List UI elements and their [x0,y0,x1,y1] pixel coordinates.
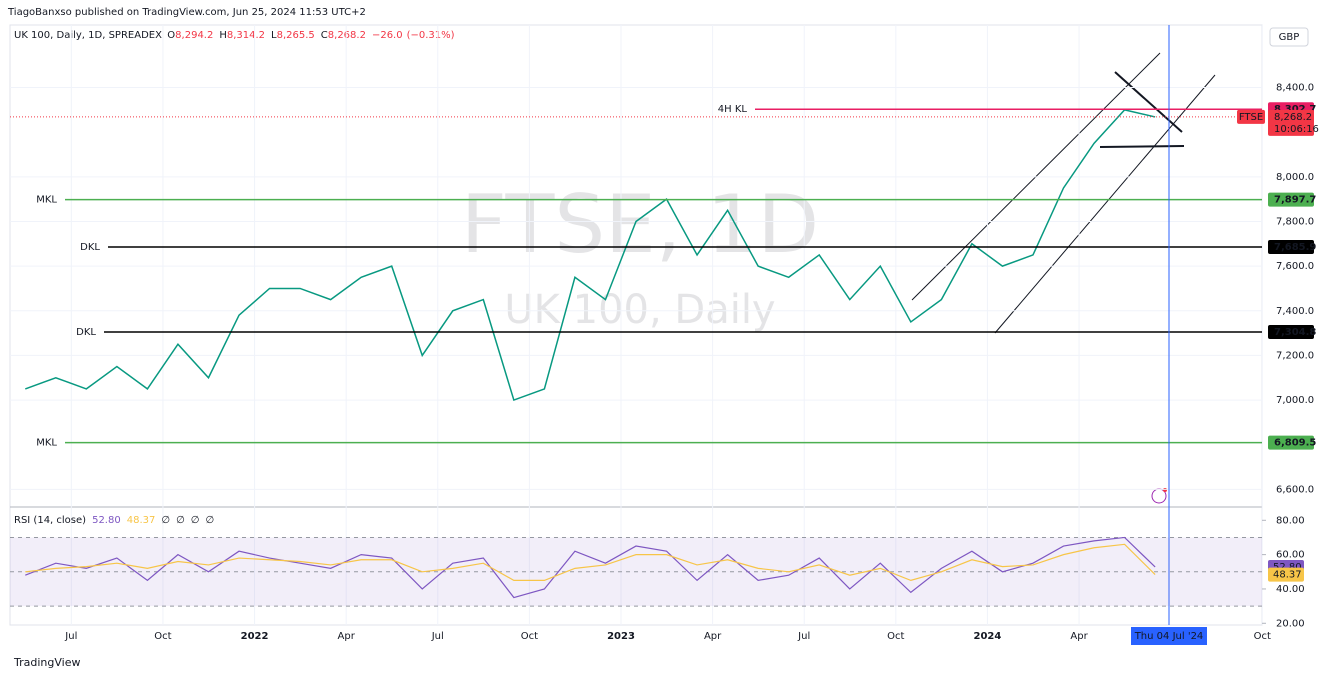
ohlc-value: 8,265.5 [277,30,315,41]
rsi-legend-value: 48.37 [127,515,156,526]
level-price: 7,304.8 [1274,327,1316,338]
x-tick-label: 2023 [607,631,635,642]
ohlc-value: 8,314.2 [227,30,265,41]
last-price-box [1268,109,1314,136]
level-name: 4H KL [718,104,748,115]
change-pct: (−0.31%) [407,30,455,41]
x-tick-label: Apr [1070,631,1088,642]
x-tick-label: Oct [887,631,904,642]
rsi-tick-label: 40.00 [1276,584,1305,595]
level-name: DKL [80,242,100,253]
x-tick-label: Oct [521,631,538,642]
y-tick-label: 8,000.0 [1276,172,1314,183]
level-name: DKL [76,327,96,338]
crosshair-date: Thu 04 Jul '24 [1134,631,1204,642]
level-price: 8,302.7 [1274,104,1316,115]
rsi-value: 48.37 [1273,570,1302,581]
ohlc-value: 8,294.2 [175,30,213,41]
symbol: UK 100, Daily, 1D, SPREADEX [14,30,162,41]
y-tick-label: 7,800.0 [1276,216,1314,227]
footer: TradingView [13,656,80,669]
ohlc-key: H [219,30,227,41]
x-tick-label: Jul [431,631,444,642]
ohlc-key: L [271,30,277,41]
rsi-name: RSI (14, close) [14,515,86,526]
currency-button[interactable] [1269,27,1309,47]
level-price-box [1268,435,1314,450]
x-tick-label: Apr [704,631,722,642]
y-tick-label: 7,200.0 [1276,350,1314,361]
ticker-box [1237,109,1265,124]
level-price: 7,685.9 [1274,242,1316,253]
currency[interactable]: GBP [1279,32,1300,43]
level-price-box [1268,239,1314,254]
rsi-tick-label: 20.00 [1276,618,1305,629]
rsi-legend-extra: ∅ [191,515,200,526]
change: −26.0 [372,30,403,41]
watermark: FTSE, 1D [461,178,819,271]
rsi-line [25,536,1156,599]
rsi-line [25,543,1156,582]
crosshair-box [1131,627,1207,645]
y-tick-label: 8,400.0 [1276,83,1314,94]
x-tick-label: Oct [1254,631,1271,642]
x-tick-label: Oct [154,631,171,642]
rsi-legend-extra: ∅ [176,515,185,526]
y-tick-label: 6,600.0 [1276,484,1314,495]
rsi-tick-label: 80.00 [1276,515,1305,526]
x-tick-label: 2022 [241,631,269,642]
x-tick-label: Apr [338,631,356,642]
x-tick-label: Jul [64,631,77,642]
ohlc-key: C [321,30,328,41]
rsi-legend-extra: ∅ [161,515,170,526]
ticker: FTSE [1239,112,1263,123]
publisher: TiagoBanxso published on TradingView.com… [7,7,366,18]
countdown: 10:06:16 [1274,124,1319,135]
rsi-legend-extra: ∅ [206,515,215,526]
ohlc-value: 8,268.2 [328,30,366,41]
symbol-legend: UK 100, Daily, 1D, SPREADEX O8,294.2 H8,31… [14,30,455,41]
level-price: 7,897.7 [1274,195,1316,206]
price-line [25,109,1156,402]
y-tick-label: 7,400.0 [1276,306,1314,317]
rsi-tick-label: 60.00 [1276,550,1305,561]
level-name: MKL [36,438,57,449]
level-price-box [1268,325,1314,340]
ohlc-key: O [167,30,175,41]
rsi-legend-value: 52.80 [92,515,121,526]
watermark-sub: UK 100, Daily [504,287,775,333]
y-tick-label: 7,600.0 [1276,261,1314,272]
x-tick-label: 2024 [974,631,1002,642]
rsi-value-box [1268,567,1304,582]
y-tick-label: 7,000.0 [1276,395,1314,406]
rsi-legend: RSI (14, close) 52.80 48.37 ∅ ∅ ∅ ∅ [14,515,214,526]
level-name: MKL [36,195,57,206]
x-tick-label: Jul [797,631,810,642]
level-price: 6,809.5 [1274,438,1316,449]
level-price-box [1268,192,1314,207]
last-price: 8,268.2 [1274,112,1312,123]
rsi-value: 52.80 [1273,562,1302,573]
